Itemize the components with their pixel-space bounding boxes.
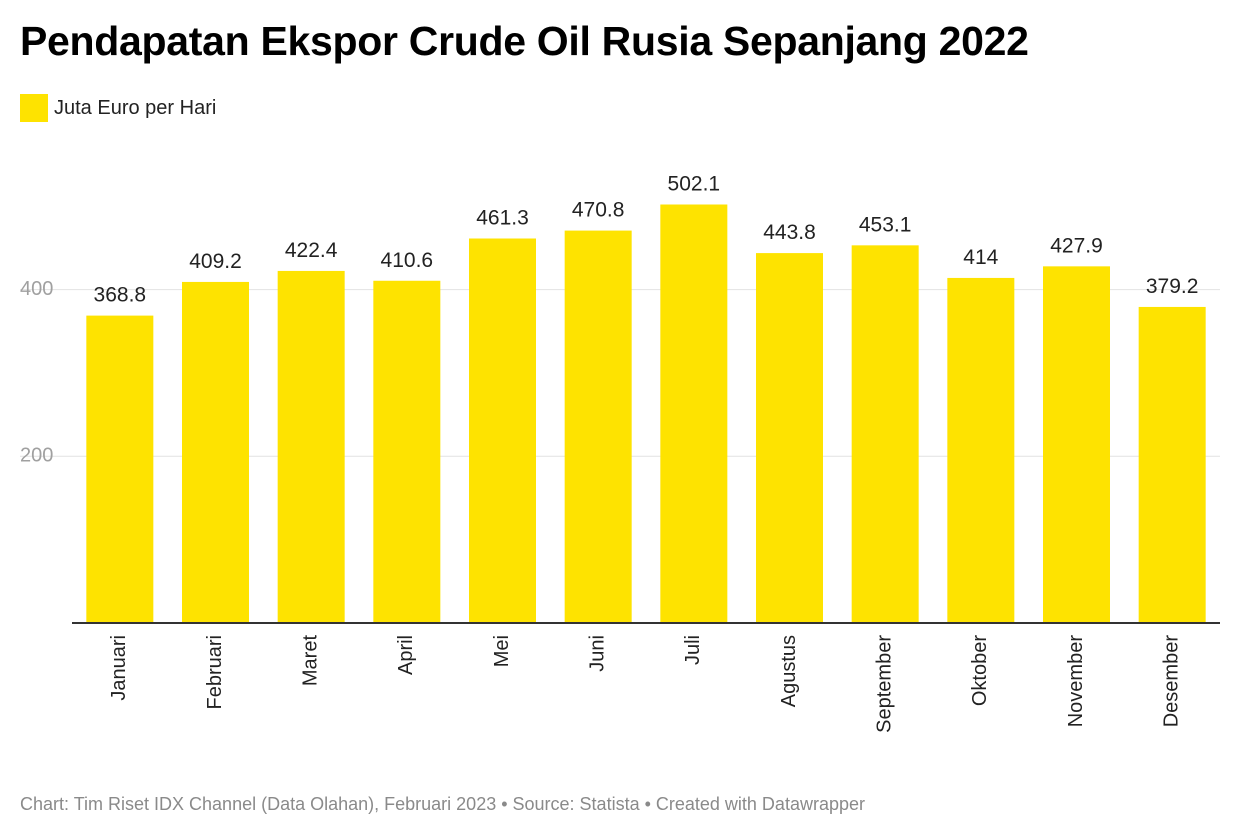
bar — [756, 253, 823, 623]
x-tick-label: Juni — [586, 635, 608, 672]
bar-value-label: 453.1 — [859, 213, 912, 236]
bar — [660, 204, 728, 624]
chart-title: Pendapatan Ekspor Crude Oil Rusia Sepanj… — [20, 18, 1029, 64]
x-tick-label: Januari — [108, 635, 130, 701]
y-tick-label: 200 — [20, 445, 53, 467]
bar — [851, 245, 919, 623]
x-tick-label: November — [1065, 635, 1087, 728]
bar-value-label: 422.4 — [285, 239, 338, 262]
chart-footer: Chart: Tim Riset IDX Channel (Data Olaha… — [20, 794, 865, 814]
bar-value-label: 379.2 — [1146, 275, 1199, 298]
legend-swatch — [20, 94, 48, 122]
bar-value-label: 414 — [963, 246, 998, 269]
y-tick-label: 400 — [20, 278, 53, 300]
bar-value-label: 368.8 — [94, 284, 147, 307]
bar — [564, 230, 632, 623]
bar — [1043, 266, 1110, 623]
bar-value-label: 461.3 — [476, 207, 529, 230]
bar — [947, 277, 1015, 623]
x-tick-label: Agustus — [778, 635, 800, 707]
bar-value-label: 427.9 — [1050, 234, 1103, 257]
bar-value-label: 410.6 — [381, 249, 434, 272]
x-tick-label: Februari — [204, 635, 226, 709]
bar — [277, 270, 345, 623]
x-tick-label: Desember — [1160, 635, 1182, 728]
bar — [86, 315, 154, 623]
chart-legend: Juta Euro per Hari — [20, 94, 216, 122]
x-tick-label: April — [395, 635, 417, 675]
x-tick-label: Mei — [491, 635, 513, 667]
bar-value-label: 409.2 — [189, 250, 242, 273]
bar — [469, 238, 536, 623]
bar — [1138, 306, 1206, 623]
x-tick-label: Oktober — [969, 635, 991, 706]
bar — [182, 281, 249, 623]
x-tick-label: Juli — [682, 635, 704, 665]
x-tick-label: Maret — [299, 635, 321, 687]
legend-label: Juta Euro per Hari — [54, 96, 217, 119]
bar-value-label: 470.8 — [572, 199, 625, 222]
bar — [373, 280, 441, 623]
bar-value-label: 443.8 — [763, 221, 816, 244]
x-tick-label: September — [873, 635, 895, 733]
bar-value-label: 502.1 — [668, 172, 721, 195]
